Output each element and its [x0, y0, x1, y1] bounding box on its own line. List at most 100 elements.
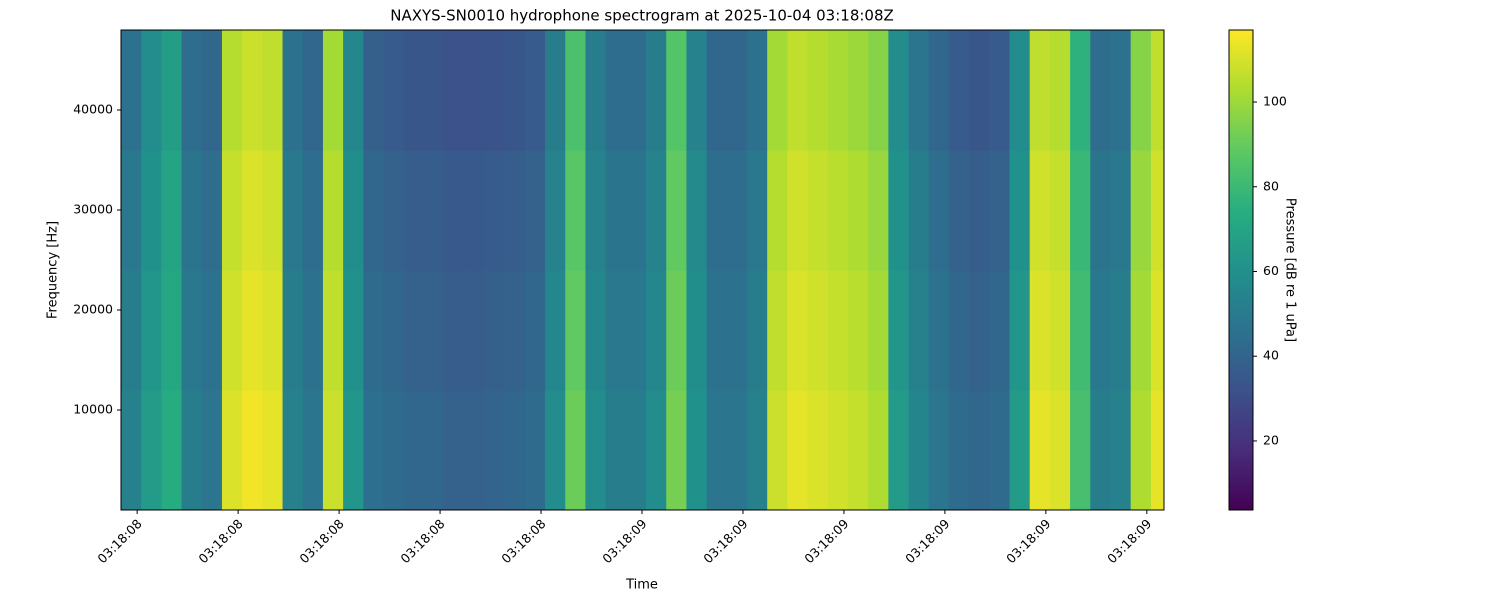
heat-cell: [807, 30, 829, 151]
heat-cell: [726, 390, 748, 510]
heat-cell: [706, 390, 728, 510]
heat-cell: [121, 270, 142, 391]
heat-cell: [989, 150, 1011, 271]
heat-cell: [747, 150, 768, 271]
colorbar-tick-label: 60: [1263, 263, 1279, 278]
heat-cell: [403, 30, 425, 151]
heat-cell: [868, 150, 889, 271]
heat-cell: [847, 150, 869, 271]
x-tick-label: 03:18:08: [195, 516, 245, 566]
heat-cell: [302, 390, 324, 510]
heat-cell: [948, 150, 970, 271]
x-tick-label: 03:18:09: [1003, 516, 1053, 566]
heat-cell: [464, 390, 486, 510]
heat-cell: [787, 30, 809, 151]
heat-cell: [343, 150, 364, 271]
heat-cell: [706, 270, 728, 391]
heat-cell: [666, 390, 688, 510]
y-tick-label: 30000: [73, 202, 113, 217]
heat-cell: [605, 150, 627, 271]
heat-cell: [565, 150, 587, 271]
heat-cell: [686, 390, 708, 510]
heat-cell: [161, 30, 183, 151]
heat-cell: [161, 270, 183, 391]
heat-cell: [302, 270, 324, 391]
heat-cell: [726, 270, 748, 391]
x-tick-label: 03:18:09: [801, 516, 851, 566]
heat-cell: [504, 270, 526, 391]
heat-cell: [302, 150, 324, 271]
heat-cell: [747, 30, 768, 151]
heat-cell: [121, 30, 142, 151]
heat-cell: [847, 30, 869, 151]
heat-cell: [1049, 30, 1071, 151]
colorbar: [1228, 29, 1254, 511]
heat-cell: [585, 390, 607, 510]
x-tick-label: 03:18:08: [498, 516, 548, 566]
heat-cell: [908, 30, 930, 151]
heat-cell: [464, 150, 486, 271]
x-tick-label: 03:18:09: [599, 516, 649, 566]
x-tick-label: 03:18:08: [94, 516, 144, 566]
heat-cell: [504, 30, 526, 151]
x-tick-label: 03:18:09: [1104, 516, 1154, 566]
heat-cell: [585, 150, 607, 271]
colorbar-tick-label: 80: [1263, 178, 1279, 193]
heat-cell: [161, 390, 183, 510]
colorbar-tick-label: 20: [1263, 432, 1279, 447]
heat-cell: [888, 270, 910, 391]
heat-cell: [262, 270, 284, 391]
heat-cell: [181, 150, 203, 271]
heat-cell: [1090, 150, 1112, 271]
heat-cell: [524, 390, 546, 510]
heat-cell: [242, 150, 263, 271]
heat-cell: [1110, 150, 1132, 271]
heat-cell: [322, 390, 344, 510]
heat-cell: [383, 30, 405, 151]
heat-cell: [524, 150, 546, 271]
heat-cell: [646, 390, 667, 510]
heat-cell: [545, 30, 566, 151]
heat-cell: [625, 270, 647, 391]
heat-cell: [504, 390, 526, 510]
heat-cell: [403, 270, 425, 391]
heat-cell: [827, 30, 849, 151]
heat-cell: [464, 30, 486, 151]
heat-cell: [928, 390, 950, 510]
heat-cell: [242, 30, 263, 151]
heat-cell: [1130, 150, 1152, 271]
heat-cell: [201, 30, 223, 151]
heat-cell: [807, 150, 829, 271]
heat-cell: [1029, 390, 1051, 510]
heat-cell: [565, 270, 587, 391]
heat-cell: [807, 270, 829, 391]
heat-cell: [343, 390, 364, 510]
heat-cell: [1009, 390, 1031, 510]
heat-cell: [928, 30, 950, 151]
heat-cell: [948, 30, 970, 151]
heat-cell: [787, 270, 809, 391]
heat-cell: [1049, 150, 1071, 271]
heatmap: [121, 30, 1164, 510]
heat-cell: [1049, 390, 1071, 510]
heat-cell: [363, 270, 385, 391]
heat-cell: [605, 270, 627, 391]
heat-cell: [565, 390, 587, 510]
x-tick-label: 03:18:08: [296, 516, 346, 566]
heat-cell: [262, 390, 284, 510]
heat-cell: [524, 30, 546, 151]
heat-cell: [1070, 30, 1091, 151]
heat-cell: [221, 150, 243, 271]
heat-cell: [646, 30, 667, 151]
heat-cell: [969, 150, 990, 271]
heat-cell: [1150, 150, 1164, 271]
heat-cell: [524, 270, 546, 391]
heat-cell: [908, 150, 930, 271]
x-axis-label: Time: [625, 578, 658, 593]
heat-cell: [322, 30, 344, 151]
heat-cell: [464, 270, 486, 391]
heat-cell: [847, 390, 869, 510]
heat-cell: [121, 150, 142, 271]
heat-cell: [787, 150, 809, 271]
